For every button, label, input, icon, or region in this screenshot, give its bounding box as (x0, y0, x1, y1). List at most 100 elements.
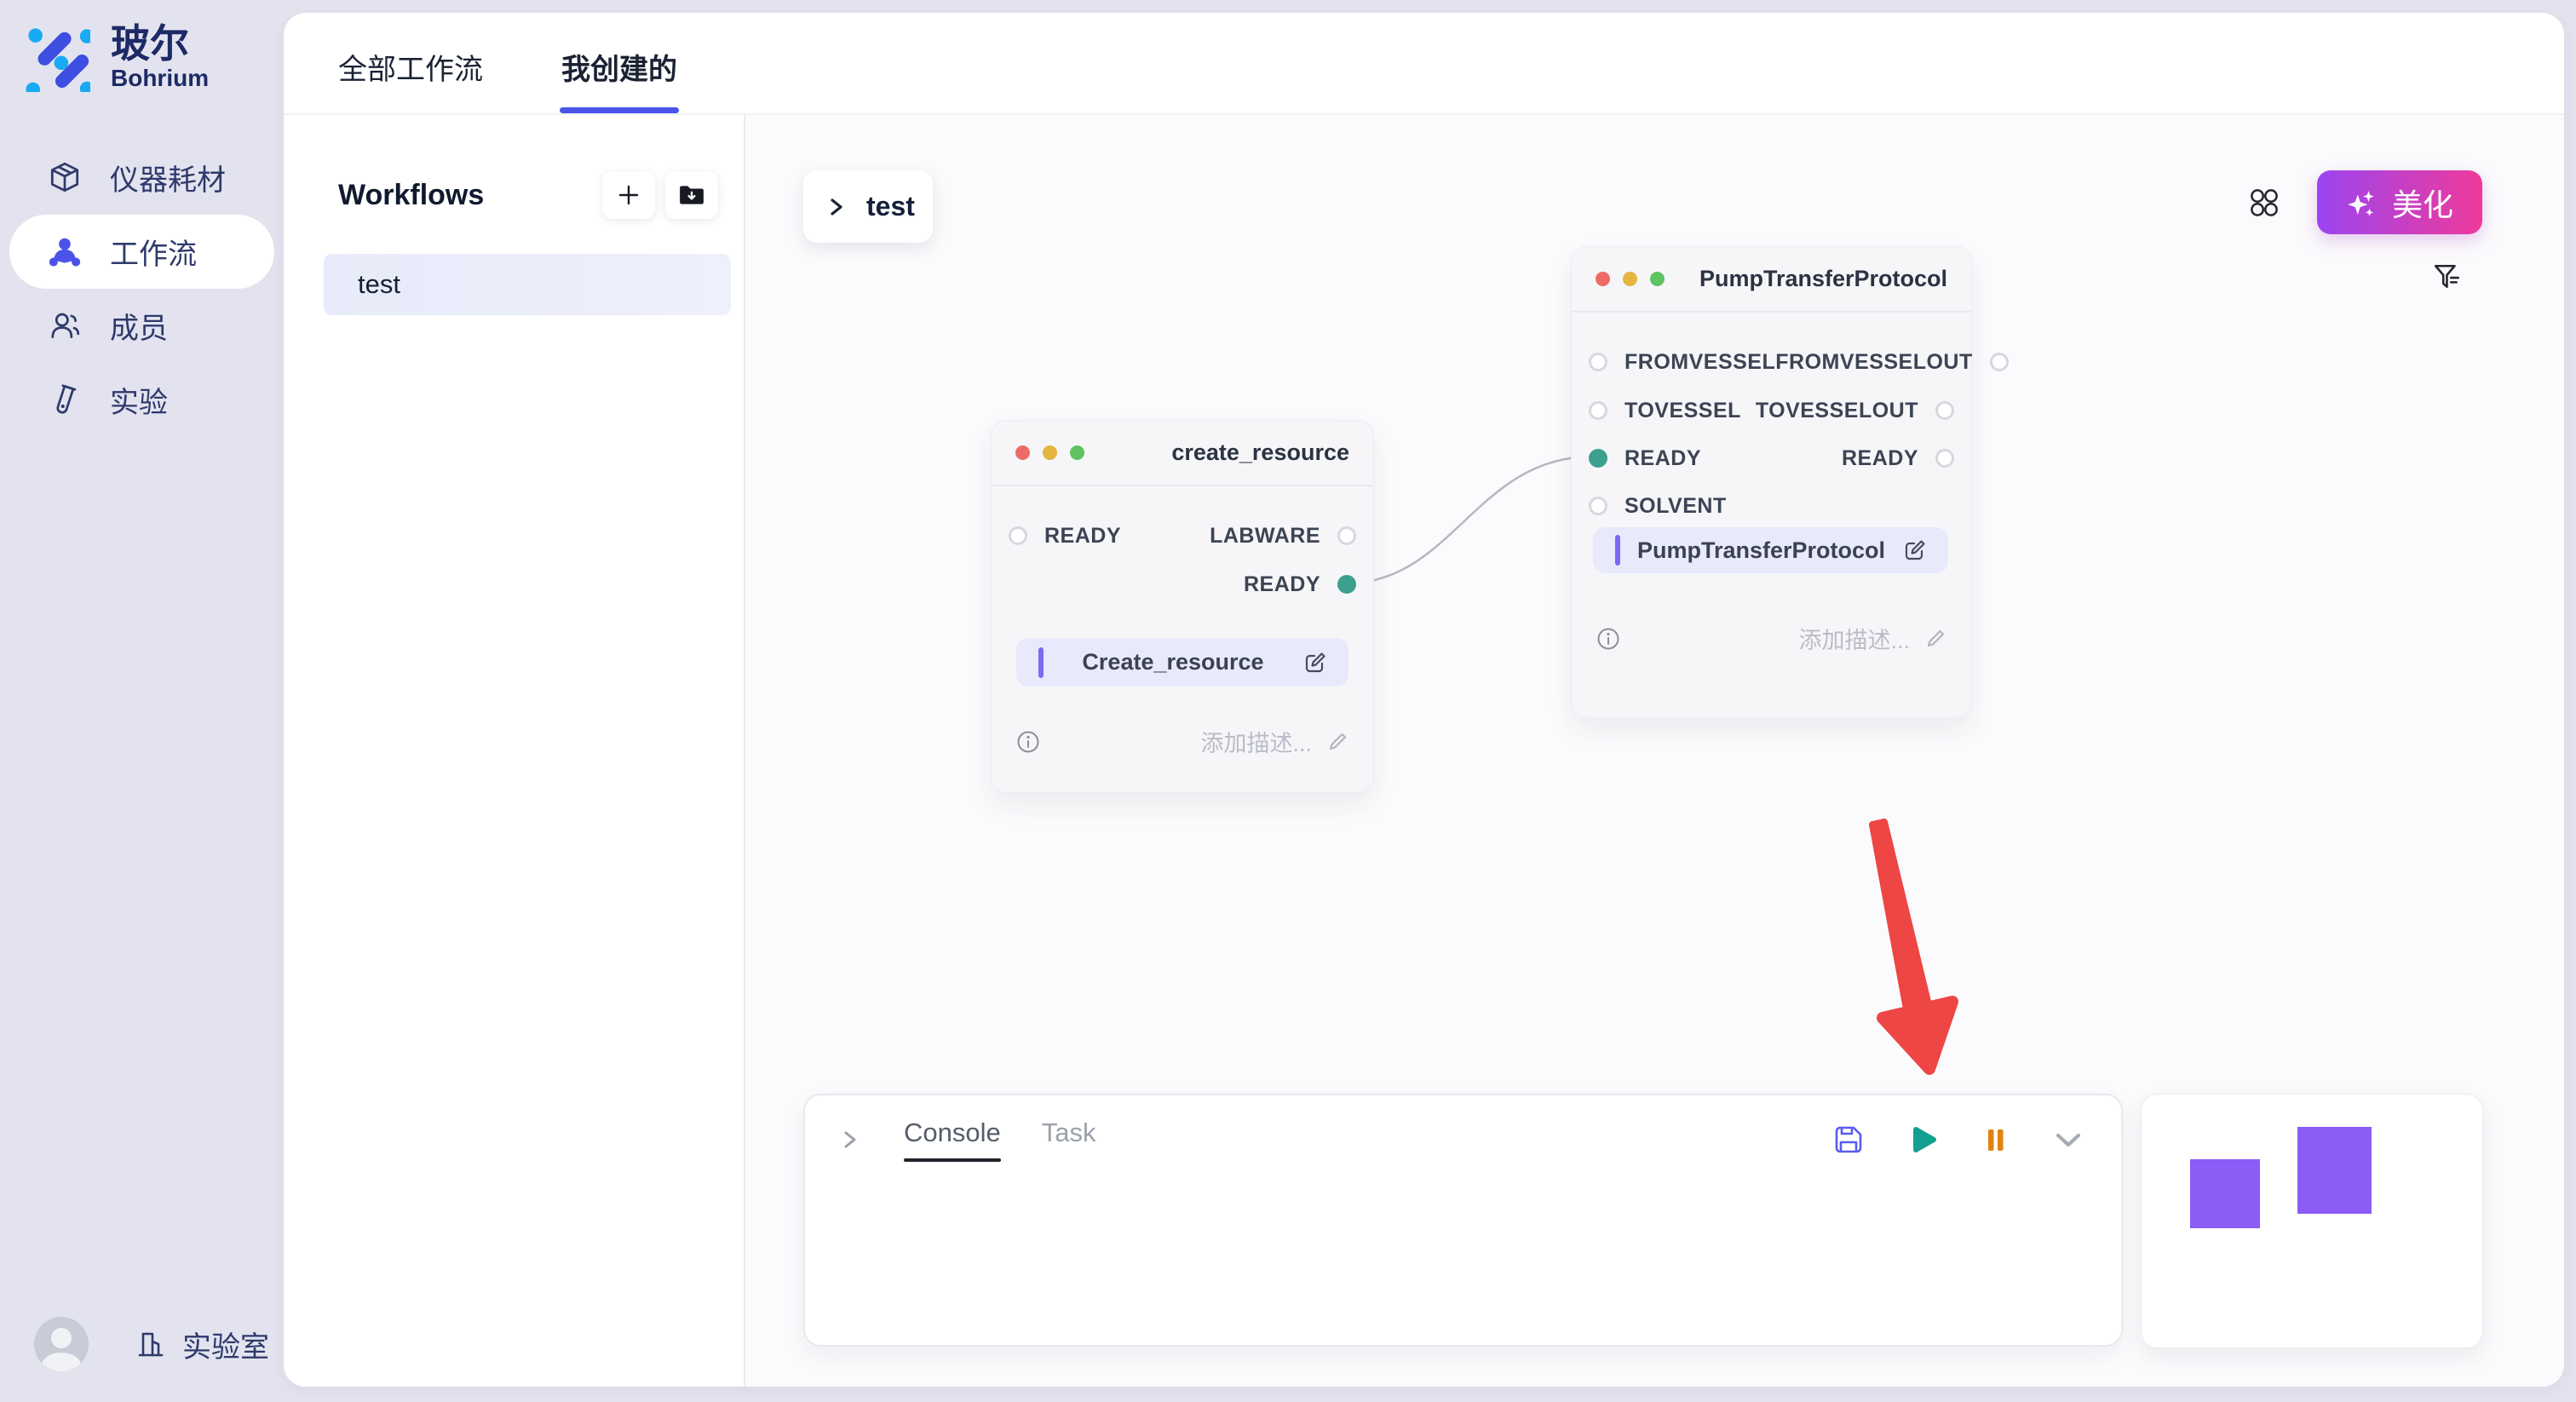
dot-yellow (1623, 272, 1637, 286)
brand-name-zh: 玻尔 (111, 21, 189, 66)
package-box-icon (47, 160, 83, 196)
input-port-solvent[interactable]: SOLVENT (1589, 494, 1727, 519)
tab-all-workflows[interactable]: 全部工作流 (338, 54, 483, 86)
bohrium-logo-icon (24, 22, 90, 92)
workflows-title: Workflows (338, 178, 485, 211)
chevron-down-icon[interactable] (2051, 1123, 2085, 1157)
sparkles-icon (2346, 187, 2377, 218)
add-description[interactable]: 添加描述... (1200, 725, 1349, 758)
port-dot[interactable] (1589, 353, 1607, 371)
port-label: READY (1624, 445, 1702, 470)
edit-icon[interactable] (1302, 650, 1328, 675)
workspace-switcher[interactable]: 实验室 (136, 1324, 269, 1365)
save-icon[interactable] (1831, 1123, 1866, 1157)
sidebar-item-instruments[interactable]: 仪器耗材 (9, 141, 274, 215)
sidebar-item-experiments[interactable]: 实验 (9, 363, 274, 437)
port-row: READY (1009, 566, 1356, 602)
port-label: READY (1044, 523, 1122, 548)
port-label: TOVESSELOUT (1755, 398, 1918, 422)
pill-label: PumpTransferProtocol (1636, 537, 1886, 563)
user-avatar[interactable] (34, 1317, 89, 1371)
sidebar-item-workflow[interactable]: 工作流 (9, 215, 274, 289)
node-pump-transfer-protocol[interactable]: PumpTransferProtocol FROMVESSEL FROMVESS… (1571, 246, 2009, 718)
minimap-node-pump-transfer (2297, 1127, 2372, 1214)
output-port-tovesselout[interactable]: TOVESSELOUT (1756, 399, 1954, 423)
filter-icon[interactable] (2433, 262, 2462, 291)
node-rename-pill[interactable]: PumpTransferProtocol (1593, 527, 1948, 573)
pill-label: Create_resource (1082, 649, 1264, 675)
beautify-button[interactable]: 美化 (2316, 170, 2482, 234)
sidebar-footer: 实验室 (34, 1317, 269, 1371)
workspace-label: 实验室 (182, 1330, 269, 1364)
dot-green (1650, 272, 1665, 286)
add-workflow-button[interactable] (602, 171, 655, 219)
port-row: SOLVENT (1589, 488, 1954, 524)
dot-green (1070, 445, 1084, 460)
pause-icon[interactable] (1978, 1123, 2012, 1157)
tab-my-created[interactable]: 我创建的 (560, 46, 679, 113)
collapse-chevron-right-icon[interactable] (837, 1125, 863, 1154)
breadcrumb[interactable]: test (803, 170, 933, 243)
breadcrumb-label: test (866, 191, 915, 221)
node-rename-pill[interactable]: Create_resource (1016, 638, 1348, 687)
input-port-ready[interactable]: READY (1589, 446, 1701, 471)
output-port-ready[interactable]: READY (1842, 446, 1954, 471)
main-panel: 全部工作流 我创建的 Workflows (284, 13, 2564, 1387)
port-dot[interactable] (1989, 353, 2009, 371)
tab-console[interactable]: Console (904, 1118, 1001, 1162)
sidebar-item-label: 仪器耗材 (110, 164, 226, 197)
sidebar: 玻尔 Bohrium 仪器耗材 (0, 0, 284, 1402)
port-dot[interactable] (1935, 449, 1954, 468)
console-header: Console Task (805, 1095, 2121, 1162)
input-port-ready[interactable]: READY (1009, 524, 1121, 549)
port-dot-filled[interactable] (1337, 575, 1356, 594)
node-header: PumpTransferProtocol (1572, 247, 1971, 313)
workflow-people-icon (47, 234, 83, 270)
workflow-list-item-test[interactable]: test (324, 254, 731, 315)
brand-name-en: Bohrium (111, 65, 210, 91)
port-dot[interactable] (1009, 526, 1027, 545)
import-folder-button[interactable] (665, 171, 718, 219)
port-dot[interactable] (1935, 401, 1954, 420)
port-dot-filled[interactable] (1589, 449, 1607, 468)
chevron-right-icon (825, 194, 848, 220)
port-dot[interactable] (1589, 401, 1607, 420)
info-icon[interactable] (1596, 626, 1621, 652)
output-port-ready[interactable]: READY (1244, 572, 1356, 597)
tab-task[interactable]: Task (1041, 1118, 1096, 1147)
input-port-fromvessel[interactable]: FROMVESSEL (1589, 350, 1775, 375)
port-label: FROMVESSELOUT (1775, 349, 1973, 374)
pencil-icon (1325, 730, 1349, 754)
port-row: READY READY (1589, 440, 1954, 476)
input-port-tovessel[interactable]: TOVESSEL (1589, 399, 1741, 423)
sidebar-item-label: 成员 (110, 313, 168, 345)
minimap[interactable] (2141, 1094, 2483, 1348)
console-panel: Console Task (803, 1094, 2123, 1347)
workflow-canvas[interactable]: test (745, 115, 2564, 1387)
port-dot[interactable] (1337, 526, 1356, 545)
dot-red (1596, 272, 1610, 286)
run-play-icon[interactable] (1905, 1123, 1939, 1157)
sidebar-item-members[interactable]: 成员 (9, 289, 274, 363)
add-description-placeholder: 添加描述... (1200, 731, 1312, 756)
command-grid-icon[interactable] (2249, 187, 2280, 218)
sidebar-item-label: 工作流 (110, 238, 197, 271)
node-footer: 添加描述... (1596, 622, 1947, 655)
output-port-labware[interactable]: LABWARE (1210, 524, 1356, 549)
add-description[interactable]: 添加描述... (1798, 622, 1947, 655)
node-create-resource[interactable]: create_resource READY LABWARE (991, 420, 1374, 793)
beautify-label: 美化 (2391, 187, 2453, 222)
minimap-node-create-resource (2190, 1159, 2260, 1228)
port-row: TOVESSEL TOVESSELOUT (1589, 393, 1954, 428)
info-icon[interactable] (1015, 729, 1041, 755)
brand-logo: 玻尔 Bohrium (24, 22, 209, 92)
edit-icon[interactable] (1902, 537, 1928, 563)
port-row: FROMVESSEL FROMVESSELOUT (1589, 344, 2009, 380)
dot-red (1015, 445, 1030, 460)
node-connection-edge (1345, 455, 1593, 585)
output-port-fromvesselout[interactable]: FROMVESSELOUT (1775, 350, 2009, 375)
port-dot[interactable] (1589, 497, 1607, 515)
node-footer: 添加描述... (1015, 725, 1349, 758)
node-title: PumpTransferProtocol (1699, 266, 1947, 291)
port-label: READY (1243, 572, 1320, 596)
